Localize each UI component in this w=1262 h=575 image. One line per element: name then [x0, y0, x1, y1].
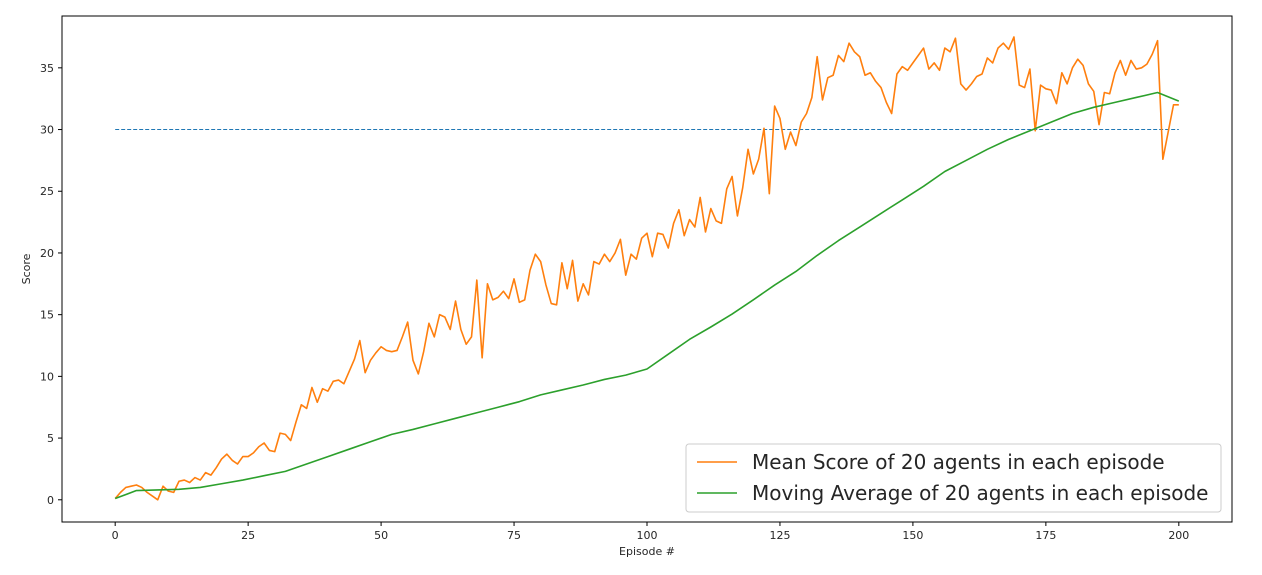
y-tick-label-0: 0 — [47, 494, 54, 507]
y-tick-label-15: 15 — [40, 309, 54, 322]
y-tick-label-10: 10 — [40, 370, 54, 383]
x-tick-label-75: 75 — [507, 529, 521, 542]
legend-label-mean-score: Mean Score of 20 agents in each episode — [752, 450, 1165, 474]
legend-box — [685, 443, 1222, 513]
x-tick-label-50: 50 — [374, 529, 388, 542]
x-axis-label: Episode # — [619, 545, 675, 558]
y-tick-label-25: 25 — [40, 185, 54, 198]
x-tick-label-200: 200 — [1168, 529, 1189, 542]
plot-area-background — [62, 16, 1232, 522]
y-tick-label-30: 30 — [40, 124, 54, 137]
x-tick-label-175: 175 — [1035, 529, 1056, 542]
x-tick-label-25: 25 — [241, 529, 255, 542]
y-axis-label: Score — [20, 253, 33, 284]
x-tick-label-0: 0 — [112, 529, 119, 542]
series-layer — [114, 36, 1180, 501]
y-tick-label-35: 35 — [40, 62, 54, 75]
x-tick-label-150: 150 — [902, 529, 923, 542]
x-axis-ticks: 0 25 50 75 100 125 150 175 200 — [112, 522, 1189, 542]
x-tick-label-125: 125 — [769, 529, 790, 542]
y-tick-label-5: 5 — [47, 432, 54, 445]
y-axis-ticks: 0 5 10 15 20 25 30 35 — [40, 62, 62, 507]
legend: Mean Score of 20 agents in each episode … — [685, 443, 1222, 513]
legend-label-moving-average: Moving Average of 20 agents in each epis… — [752, 481, 1208, 505]
y-tick-label-20: 20 — [40, 247, 54, 260]
x-tick-label-100: 100 — [637, 529, 658, 542]
series-line-moving-average — [114, 91, 1180, 500]
series-line-mean-score — [114, 36, 1179, 501]
